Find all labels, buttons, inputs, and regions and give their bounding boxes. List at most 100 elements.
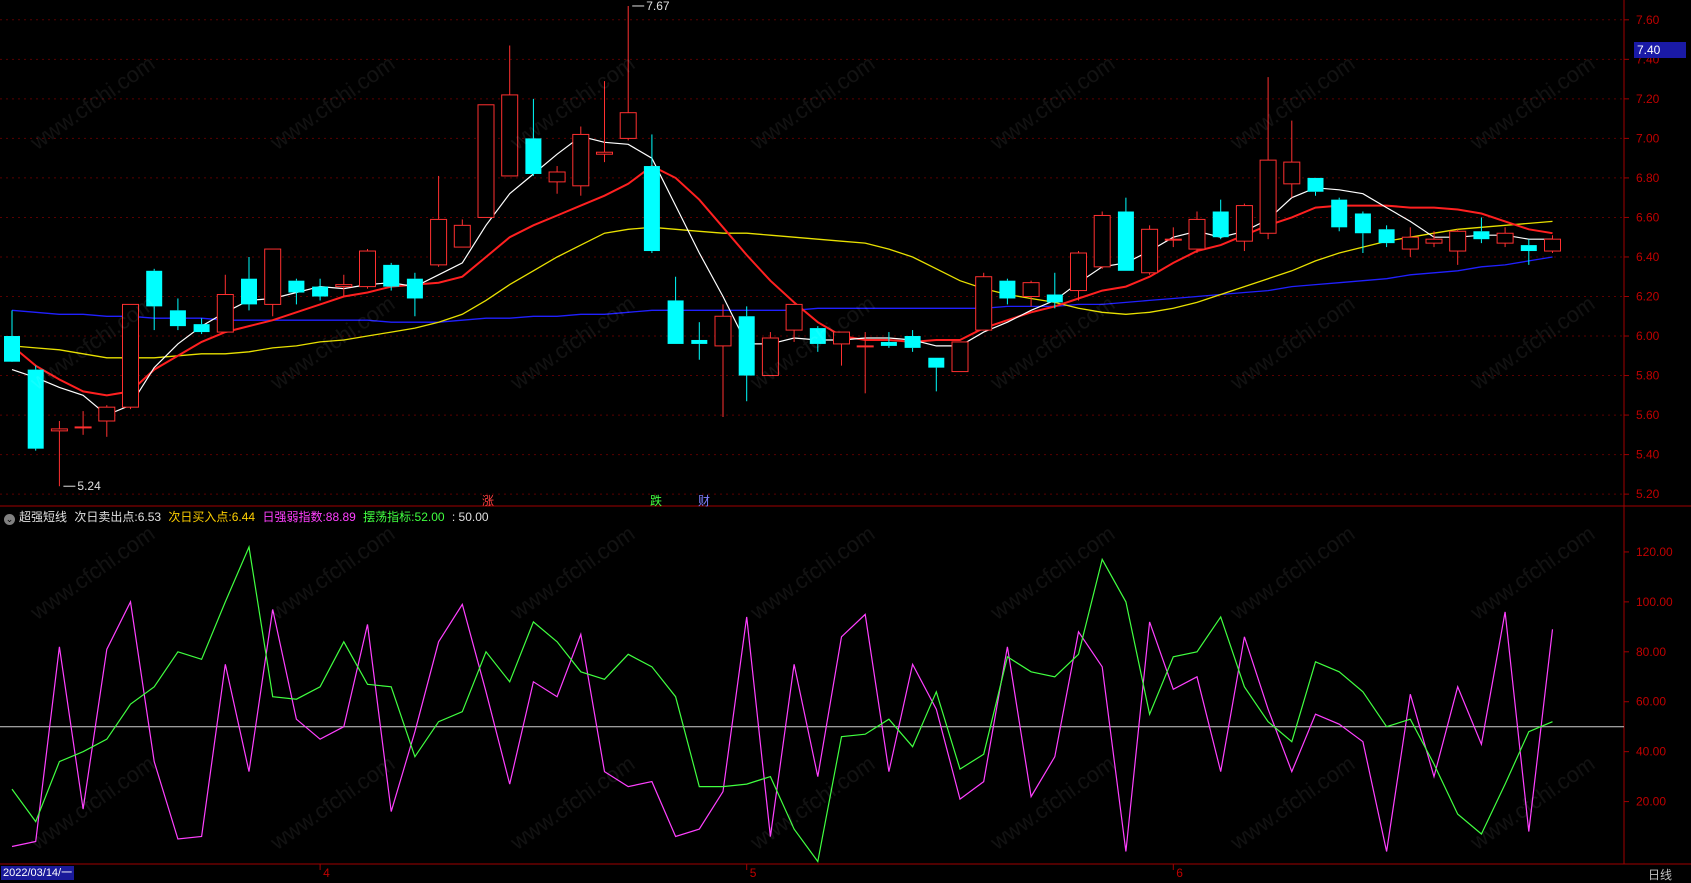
buy-value: 6.44 <box>231 510 256 524</box>
price-tick-label: 7.20 <box>1636 92 1660 106</box>
candle-body <box>785 303 803 331</box>
swing-value: 52.00 <box>414 510 445 524</box>
candle <box>691 322 708 360</box>
osc-tick-label: 60.00 <box>1636 695 1666 709</box>
candle <box>1378 225 1395 248</box>
candle <box>1046 272 1063 309</box>
price-tick-label: 6.00 <box>1636 329 1660 343</box>
candle-body <box>999 280 1016 299</box>
buy-label: 次日买入点: <box>168 510 232 524</box>
candle <box>1473 217 1490 244</box>
candle-body <box>383 264 400 287</box>
candle-body <box>359 250 376 288</box>
candle-body <box>1496 232 1514 244</box>
candle <box>1307 177 1324 196</box>
candle-body <box>1378 229 1395 244</box>
candle <box>1235 203 1253 252</box>
candle <box>619 5 637 141</box>
candle-body <box>1354 213 1371 234</box>
candle <box>1331 197 1348 232</box>
candle <box>288 278 305 305</box>
candle <box>714 304 732 418</box>
indicator-toggle-icon[interactable]: ⌄ <box>4 514 15 525</box>
price-tick-label: 5.40 <box>1636 448 1660 462</box>
candle <box>928 357 945 392</box>
candle <box>572 126 590 196</box>
candle-body <box>975 276 993 331</box>
candle <box>406 272 423 317</box>
period-label[interactable]: 日线 <box>1648 868 1673 882</box>
candle <box>241 256 257 311</box>
candle <box>1141 225 1159 275</box>
cursor-date: 2022/03/14/一 <box>1 866 75 880</box>
month-label: 5 <box>750 866 757 880</box>
price-grid <box>0 0 1691 865</box>
candle <box>383 262 400 291</box>
price-tick-label: 7.60 <box>1636 13 1660 27</box>
candle <box>122 303 139 410</box>
sell-label: 次日卖出点: <box>74 510 138 524</box>
candle-body <box>27 369 44 449</box>
candle-body <box>1544 238 1561 252</box>
candle <box>667 276 684 344</box>
candle <box>98 405 116 437</box>
candle-body <box>1331 199 1348 228</box>
candle <box>74 411 92 435</box>
candle-body <box>880 341 897 346</box>
candle-body <box>216 294 234 333</box>
candle <box>738 306 755 402</box>
candle <box>1093 211 1111 269</box>
annotation-label: 7.67 <box>646 0 670 13</box>
candle-body <box>1307 177 1324 192</box>
candle <box>1520 239 1537 265</box>
candle-body <box>169 310 186 327</box>
candle <box>880 332 897 348</box>
candle <box>1449 229 1467 265</box>
candle <box>193 318 210 335</box>
candle <box>975 272 993 331</box>
price-tick-label: 5.60 <box>1636 408 1660 422</box>
candle-body <box>312 286 329 297</box>
candle-body <box>1283 161 1301 185</box>
candle-body <box>50 428 68 432</box>
candle-body <box>146 270 163 307</box>
price-annotations: 7.67 5.24 <box>63 0 670 493</box>
price-tick-label: 7.00 <box>1636 131 1660 145</box>
candle-body <box>596 151 613 155</box>
current-price-tag: 7.40 <box>1634 42 1686 58</box>
reference-value: : 50.00 <box>451 510 489 524</box>
candle-body <box>951 341 969 373</box>
candle-body <box>1022 282 1040 297</box>
price-tick-label: 6.60 <box>1636 210 1660 224</box>
candle-body <box>335 284 353 288</box>
candle <box>1544 235 1561 254</box>
candle <box>477 104 495 218</box>
candle <box>1259 77 1277 240</box>
candle-body <box>1188 218 1206 250</box>
candle-body <box>1046 294 1063 303</box>
candle-body <box>738 316 755 376</box>
candle-body <box>1520 245 1537 252</box>
candle-body <box>1093 214 1111 268</box>
candle <box>999 278 1016 305</box>
candle-body <box>1259 159 1277 234</box>
candle-body <box>667 300 684 344</box>
candlesticks <box>4 5 1561 487</box>
candle-body <box>833 331 850 345</box>
candle <box>216 274 234 333</box>
sell-value: 6.53 <box>137 510 162 524</box>
candle-body <box>1401 236 1419 250</box>
osc-tick-label: 120.00 <box>1636 545 1673 559</box>
candle-body <box>1164 238 1182 241</box>
price-tick-label: 6.20 <box>1636 289 1660 303</box>
indicator-title[interactable]: 超强短线 <box>19 510 68 524</box>
candle-body <box>241 278 257 305</box>
candle-body <box>904 336 921 348</box>
candle <box>785 303 803 342</box>
fall-marker: 跌 <box>650 494 663 508</box>
rise-marker: 涨 <box>482 494 495 508</box>
candle <box>951 341 969 373</box>
osc-tick-label: 80.00 <box>1636 645 1666 659</box>
candle-body <box>288 280 305 293</box>
